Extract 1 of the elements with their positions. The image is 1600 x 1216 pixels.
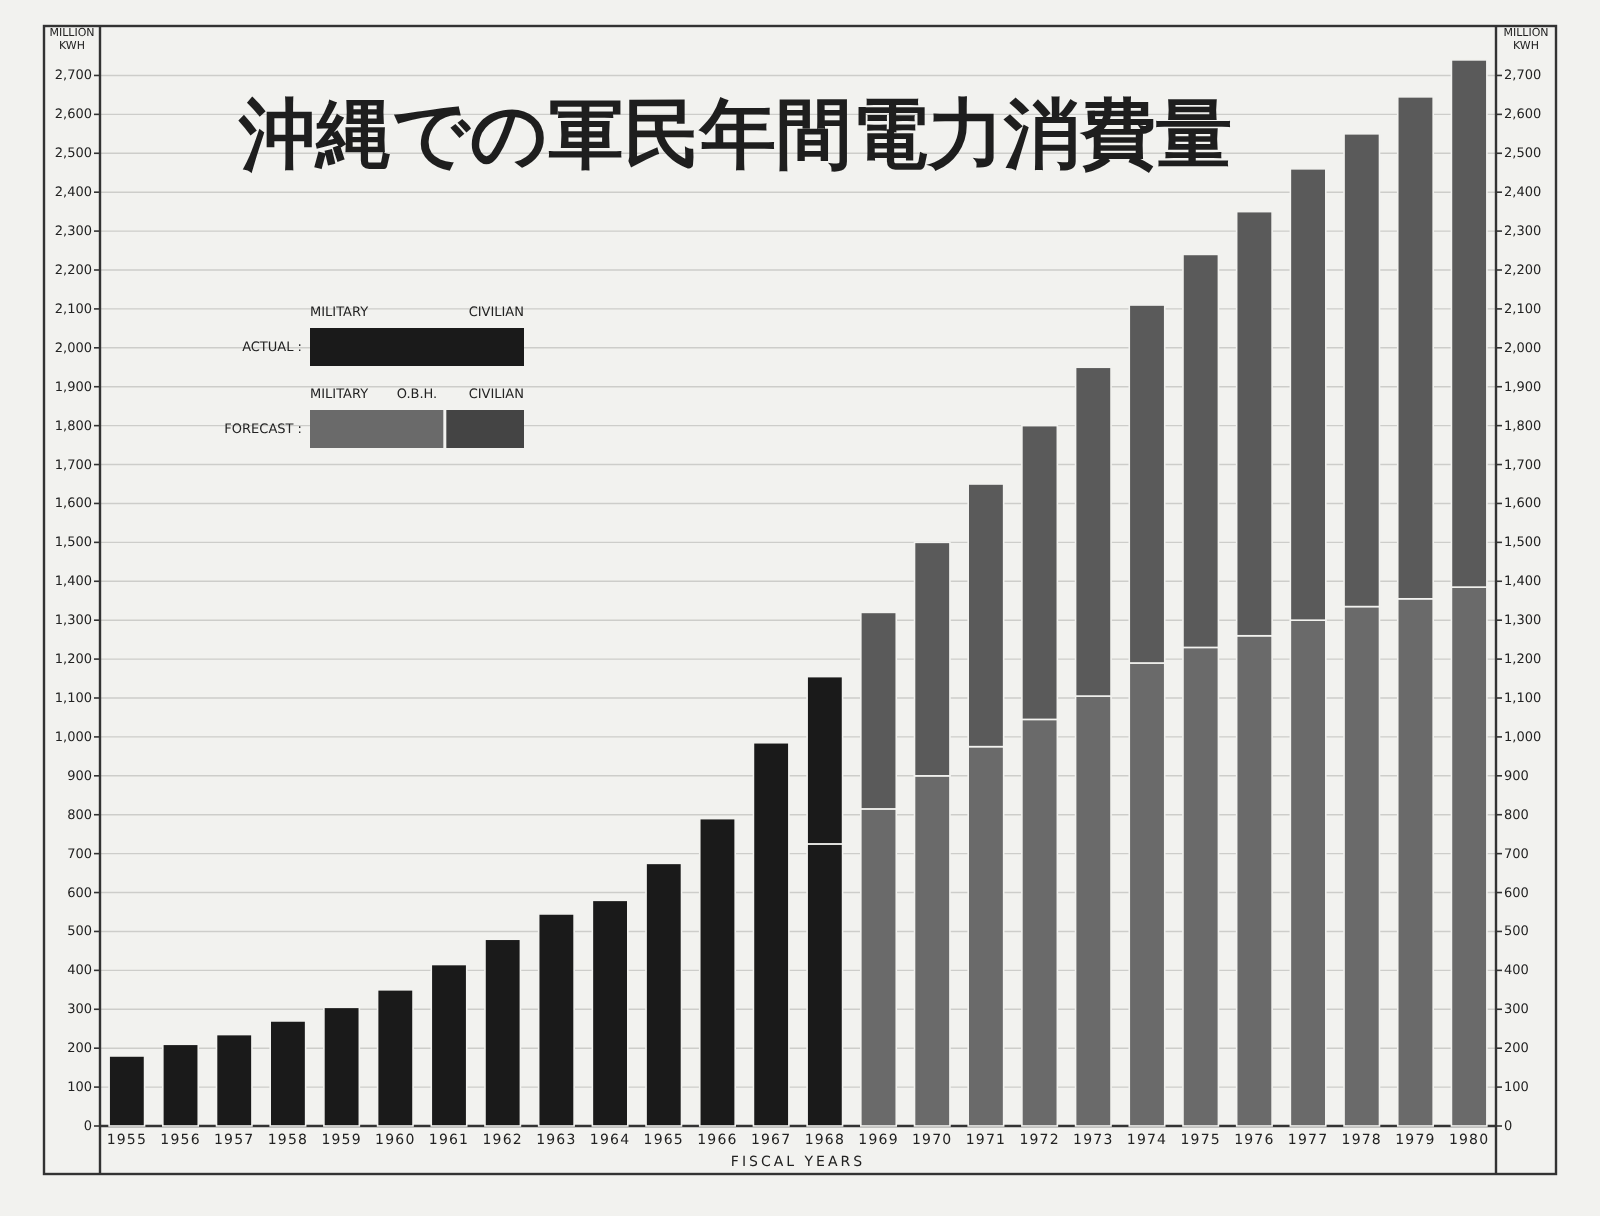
title: 沖縄での軍民年間電力消費量: [240, 88, 1232, 178]
